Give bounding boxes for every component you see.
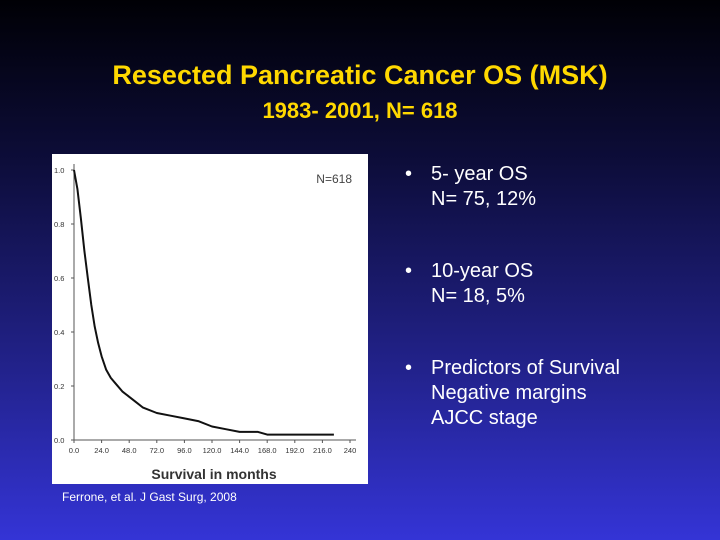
x-tick-label: 0.0 [69,446,79,455]
x-tick-label: 72.0 [149,446,164,455]
bullet-line: AJCC stage [431,407,538,429]
y-tick-label: 0.2 [54,382,64,391]
x-tick-label: 192.0 [285,446,304,455]
slide-title: Resected Pancreatic Cancer OS (MSK) [112,60,608,90]
bullet-line: N= 75, 12% [431,188,537,210]
bullet-item: • 5- year OS N= 75, 12% [405,162,705,212]
x-tick-label: 96.0 [177,446,192,455]
y-tick-label: 0.6 [54,274,64,283]
n-annotation: N=618 [316,172,352,186]
bullet-marker: • [405,357,413,379]
y-tick-label: 0.0 [54,436,64,445]
bullet-line: Negative margins [431,382,587,404]
x-tick-label: 48.0 [122,446,137,455]
x-axis-label: Survival in months [151,466,276,482]
citation: Ferrone, et al. J Gast Surg, 2008 [62,490,237,504]
x-tick-label: 24.0 [94,446,109,455]
survival-curve [73,169,334,436]
bullet-marker: • [405,163,413,185]
bullet-line: 10-year OS [431,260,534,282]
x-tick-label: 120.0 [203,446,222,455]
bullet-line: 5- year OS [431,163,528,185]
x-tick-label: 240 [344,446,357,455]
bullet-marker: • [405,260,413,282]
y-tick-label: 0.4 [54,328,64,337]
slide-subtitle: 1983- 2001, N= 618 [262,98,458,123]
bullet-line: N= 18, 5% [431,285,525,307]
y-tick-label: 0.8 [54,220,64,229]
bullet-list: • 5- year OS N= 75, 12% • 10-year OS N= 18, 5… [405,162,705,478]
x-tick-label: 216.0 [313,446,332,455]
survival-chart-svg: 0.0 0.2 0.4 0.6 0.8 1.0 0.0 24.0 48.0 72.0 96.0 120… [54,164,357,482]
x-tick-label: 144.0 [230,446,249,455]
y-tick-label: 1.0 [54,166,64,175]
bullet-line: Predictors of Survival [431,357,620,379]
survival-chart: 0.0 0.2 0.4 0.6 0.8 1.0 0.0 24.0 48.0 72.0 96.0 120… [52,154,368,484]
x-tick-label: 168.0 [258,446,277,455]
bullet-item: • 10-year OS N= 18, 5% [405,259,705,309]
bullet-item: • Predictors of Survival Negative margins A… [405,356,705,431]
